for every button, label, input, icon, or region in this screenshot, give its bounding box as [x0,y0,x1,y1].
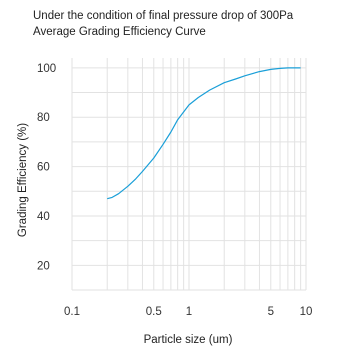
grid [71,58,307,291]
chart-title: Under the condition of final pressure dr… [33,10,294,22]
x-tick-label: 0.5 [146,306,162,318]
x-tick-label: 5 [268,306,274,318]
x-tick-label: 1 [186,306,192,318]
y-tick-label: 100 [37,63,56,75]
y-tick-label: 20 [37,260,50,272]
chart-subtitle: Average Grading Efficiency Curve [33,26,206,38]
y-tick-label: 40 [37,211,50,223]
x-tick-labels: 0.1 0.5 1 5 10 [64,306,312,318]
series-group [107,67,301,200]
y-tick-label: 60 [37,162,50,174]
series-line [107,67,301,200]
x-tick-label: 0.1 [64,306,80,318]
y-tick-labels: 20 40 60 80 100 [37,63,56,272]
y-tick-label: 80 [37,112,50,124]
y-axis-label: Grading Efficiency (%) [17,123,29,237]
x-tick-label: 10 [300,306,313,318]
x-axis-label: Particle size (um) [144,334,233,346]
